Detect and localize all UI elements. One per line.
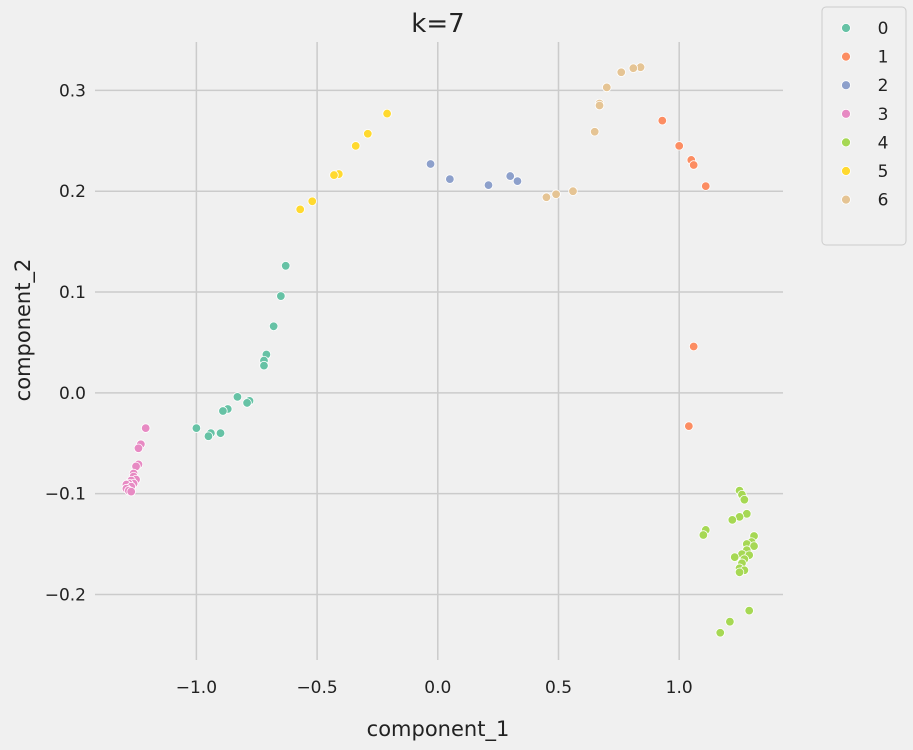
y-axis-title: component_2 — [11, 259, 36, 402]
data-point-cluster-4 — [744, 605, 754, 616]
data-point-cluster-1 — [701, 181, 711, 191]
legend-marker-2 — [841, 80, 851, 91]
legend-marker-0 — [841, 23, 851, 33]
legend-label-4: 4 — [878, 133, 889, 153]
data-point-cluster-6 — [594, 100, 605, 111]
tick-labels: −1.0 −0.5 0.0 0.5 1.0 −0.2 −0.1 0.0 0.1 0.2 0.3 — [45, 81, 693, 698]
legend: 0 1 2 3 4 5 6 — [821, 6, 907, 246]
data-point-cluster-6 — [551, 189, 561, 199]
data-point-cluster-3 — [126, 486, 136, 497]
data-point-cluster-0 — [232, 392, 243, 402]
data-point-cluster-5 — [295, 204, 305, 215]
y-tick-label: 0.0 — [59, 384, 86, 404]
data-point-cluster-5 — [351, 141, 361, 151]
y-tick-label: −0.2 — [45, 585, 86, 605]
data-point-cluster-1 — [674, 141, 684, 151]
legend-label-3: 3 — [878, 105, 889, 125]
legend-label-2: 2 — [878, 76, 889, 96]
data-point-cluster-4 — [749, 541, 759, 551]
data-point-cluster-4 — [715, 628, 725, 638]
x-tick-label: −0.5 — [296, 678, 337, 698]
data-point-cluster-1 — [688, 160, 699, 170]
data-point-cluster-5 — [363, 129, 373, 139]
y-tick-label: 0.2 — [59, 182, 86, 202]
data-point-cluster-4 — [698, 530, 709, 540]
x-tick-label: −1.0 — [176, 678, 217, 698]
data-point-cluster-3 — [140, 423, 151, 433]
data-point-cluster-0 — [203, 431, 214, 441]
data-point-cluster-2 — [425, 159, 436, 169]
data-point-cluster-0 — [215, 428, 226, 438]
legend-marker-1 — [841, 51, 851, 62]
data-point-cluster-0 — [242, 398, 252, 408]
data-point-cluster-3 — [133, 443, 144, 453]
data-points — [121, 62, 759, 638]
data-point-cluster-0 — [191, 423, 202, 433]
chart-title: k=7 — [411, 9, 464, 39]
data-point-cluster-0 — [259, 360, 269, 371]
data-point-cluster-0 — [218, 406, 228, 416]
legend-label-0: 0 — [878, 19, 889, 39]
data-point-cluster-4 — [739, 495, 750, 505]
data-point-cluster-6 — [590, 127, 600, 137]
legend-box — [821, 6, 907, 246]
y-tick-label: −0.1 — [45, 485, 86, 505]
data-point-cluster-0 — [281, 261, 291, 271]
data-point-cluster-5 — [307, 196, 317, 206]
data-point-cluster-6 — [568, 186, 578, 196]
legend-label-1: 1 — [878, 48, 889, 68]
grid-lines — [95, 42, 783, 660]
data-point-cluster-6 — [541, 192, 552, 202]
y-tick-label: 0.1 — [59, 283, 86, 303]
data-point-cluster-2 — [505, 171, 515, 181]
legend-label-6: 6 — [878, 191, 889, 211]
data-point-cluster-2 — [445, 174, 455, 184]
x-tick-label: 0.5 — [545, 678, 572, 698]
data-point-cluster-1 — [688, 341, 699, 352]
data-point-cluster-6 — [602, 82, 612, 93]
data-point-cluster-0 — [268, 321, 279, 332]
legend-marker-6 — [841, 194, 851, 205]
legend-marker-5 — [841, 166, 851, 176]
data-point-cluster-5 — [382, 108, 392, 119]
data-point-cluster-2 — [512, 176, 523, 186]
legend-marker-3 — [841, 108, 851, 119]
data-point-cluster-1 — [684, 421, 694, 431]
x-tick-label: 0.0 — [424, 678, 451, 698]
data-point-cluster-4 — [727, 515, 738, 525]
legend-label-5: 5 — [878, 162, 889, 182]
data-point-cluster-5 — [329, 170, 339, 180]
data-point-cluster-6 — [628, 63, 639, 73]
x-axis-title: component_1 — [367, 717, 510, 742]
data-point-cluster-4 — [730, 552, 740, 562]
y-tick-label: 0.3 — [59, 81, 86, 101]
legend-marker-4 — [841, 137, 851, 148]
data-point-cluster-4 — [725, 616, 735, 627]
data-point-cluster-6 — [616, 67, 626, 77]
data-point-cluster-1 — [657, 115, 667, 126]
data-point-cluster-4 — [734, 567, 745, 577]
data-point-cluster-2 — [483, 180, 494, 190]
data-point-cluster-0 — [276, 291, 286, 301]
x-tick-label: 1.0 — [666, 678, 693, 698]
